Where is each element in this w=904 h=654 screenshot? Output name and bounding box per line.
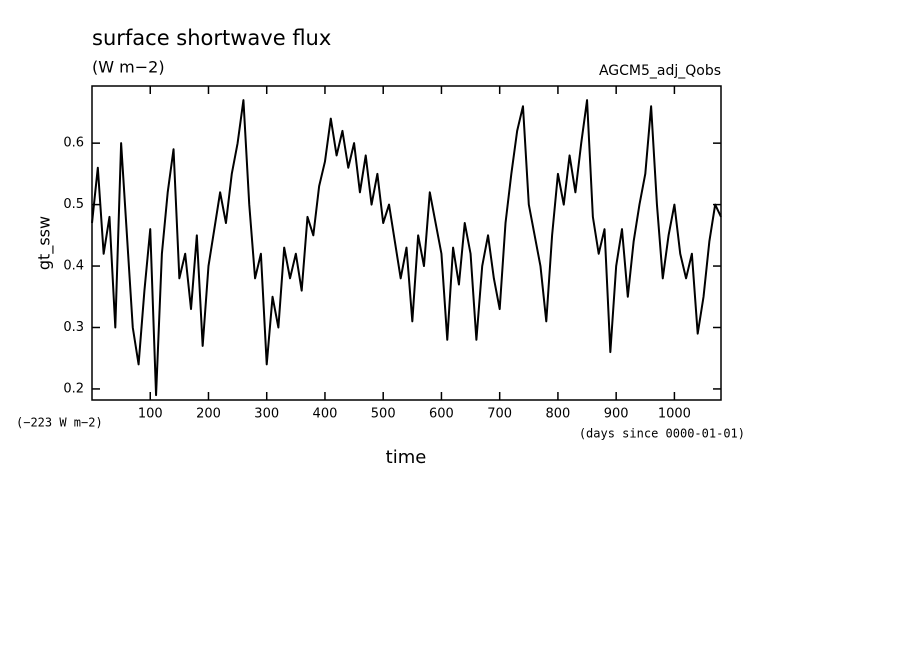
x-tick-label: 200: [196, 407, 221, 422]
chart-subtitle: (W m−2): [92, 58, 165, 77]
data-line: [91, 99, 722, 397]
annotation: AGCM5_adj_Qobs: [599, 63, 721, 79]
x-tick-label: 900: [604, 407, 629, 422]
y-tick-label: 0.2: [63, 381, 84, 396]
plot-frame: [91, 85, 722, 401]
x-axis-label: time: [386, 447, 427, 468]
y-tick-label: 0.6: [63, 136, 84, 151]
x-tick-label: 100: [138, 407, 163, 422]
annotation: (days since 0000-01-01): [579, 427, 745, 441]
y-tick-label: 0.3: [63, 320, 84, 335]
x-tick-label: 300: [254, 407, 279, 422]
annotation: (−223 W m−2): [16, 416, 103, 430]
chart-title: surface shortwave flux: [92, 26, 331, 50]
y-tick-label: 0.4: [63, 259, 84, 274]
x-tick-label: 700: [487, 407, 512, 422]
y-tick-label: 0.5: [63, 197, 84, 212]
y-axis-label: gt_ssw: [35, 216, 55, 270]
x-tick-label: 600: [429, 407, 454, 422]
x-tick-label: 800: [546, 407, 571, 422]
x-tick-label: 500: [371, 407, 396, 422]
x-tick-label: 400: [313, 407, 338, 422]
x-tick-label: 1000: [658, 407, 691, 422]
